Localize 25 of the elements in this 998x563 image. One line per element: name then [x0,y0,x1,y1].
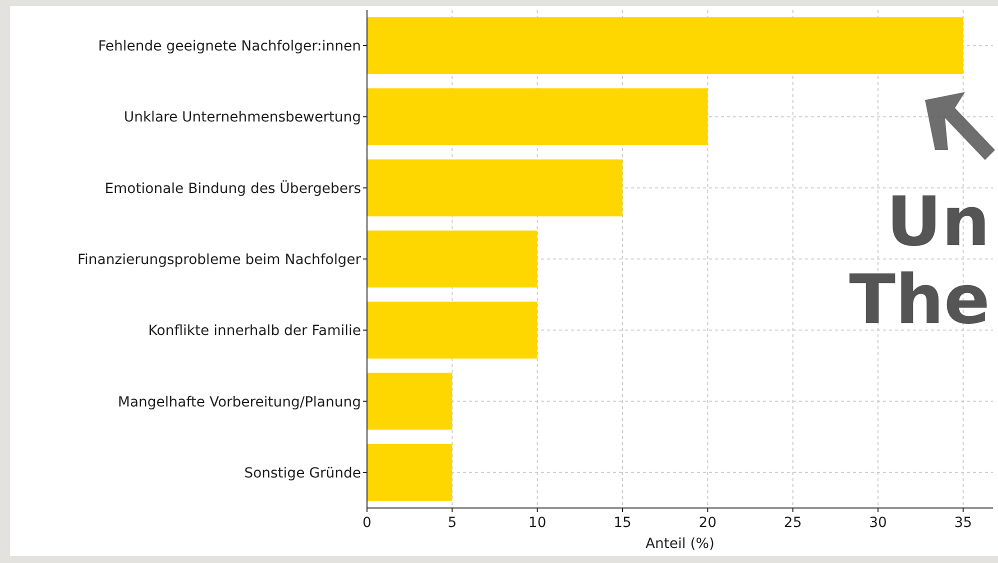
annotation: Un [886,183,990,262]
y-tick-label: Unklare Unternehmensbewertung [124,110,361,126]
bar [367,159,623,216]
y-tick-label: Emotionale Bindung des Übergebers [104,180,361,197]
bar [367,230,538,288]
x-tick-label: 15 [614,515,632,531]
x-tick-label: 30 [869,515,887,531]
y-tick-label: Mangelhafte Vorbereitung/Planung [118,394,361,410]
bar [367,444,452,501]
y-tick-label: Finanzierungsprobleme beim Nachfolger [77,252,362,268]
x-tick-label: 20 [698,515,717,531]
x-axis-title: Anteil (%) [645,536,715,552]
x-tick-label: 5 [448,515,457,531]
x-tick-label: 35 [954,515,972,531]
y-tick-label: Konflikte innerhalb der Familie [148,323,361,340]
y-tick-label: Sonstige Gründe [244,465,361,482]
annotation: The [849,261,990,340]
x-tick-label: 25 [784,515,802,531]
bar [367,88,708,146]
x-tick-label: 0 [362,515,372,531]
x-tick-label: 10 [528,515,546,531]
bar [367,302,538,359]
bar [367,17,964,74]
y-tick-label: Fehlende geeignete Nachfolger:innen [98,38,361,55]
bar [367,372,452,430]
